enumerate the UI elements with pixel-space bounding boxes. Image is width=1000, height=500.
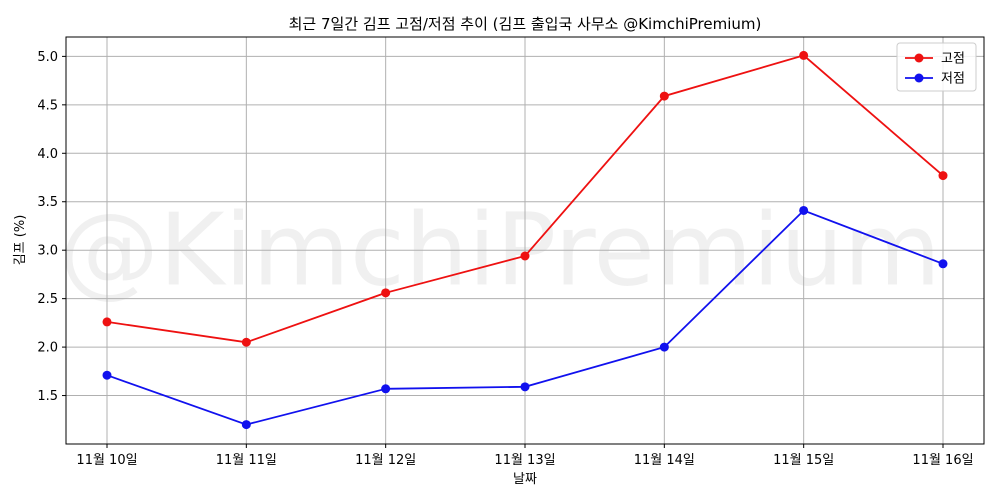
data-point — [381, 384, 391, 394]
y-axis-label: 김프 (%) — [13, 215, 28, 266]
y-tick-label: 4.5 — [37, 98, 58, 113]
data-point — [102, 370, 112, 380]
data-point — [381, 288, 391, 298]
data-point — [241, 337, 251, 347]
chart-title: 최근 7일간 김프 고점/저점 추이 (김프 출입국 사무소 @KimchiPr… — [289, 15, 762, 33]
x-tick-label: 11월 15일 — [773, 453, 834, 468]
x-tick-label: 11월 16일 — [912, 453, 973, 468]
x-tick-label: 11월 10일 — [76, 453, 137, 468]
data-point — [102, 317, 112, 327]
y-tick-label: 3.0 — [37, 244, 58, 259]
legend-label: 고점 — [941, 52, 965, 67]
data-point — [938, 259, 948, 269]
y-axis: 1.5 2.0 2.5 3.0 3.5 4.0 4.5 5.0 — [37, 50, 66, 404]
data-point — [241, 420, 251, 430]
x-tick-label: 11월 11일 — [216, 453, 277, 468]
y-tick-label: 3.5 — [37, 195, 58, 210]
series-group — [102, 50, 948, 430]
y-tick-label: 2.5 — [37, 292, 58, 307]
data-point — [799, 205, 809, 215]
x-axis-label: 날짜 — [513, 472, 537, 487]
legend-label: 저점 — [941, 72, 965, 87]
x-tick-label: 11월 13일 — [494, 453, 555, 468]
y-tick-label: 1.5 — [37, 389, 58, 404]
legend-swatch-marker — [914, 73, 924, 83]
x-tick-label: 11월 14일 — [634, 453, 695, 468]
y-tick-label: 2.0 — [37, 341, 58, 356]
data-point — [520, 251, 530, 261]
data-point — [659, 91, 669, 101]
legend-swatch-marker — [914, 53, 924, 63]
y-tick-label: 4.0 — [37, 147, 58, 162]
grid — [66, 37, 984, 444]
x-axis: 11월 10일 11월 11일 11월 12일 11월 13일 11월 14일 11월 1… — [76, 444, 974, 468]
x-tick-label: 11월 12일 — [355, 453, 416, 468]
data-point — [938, 171, 948, 181]
y-tick-label: 5.0 — [37, 50, 58, 65]
data-point — [659, 342, 669, 352]
data-point — [799, 50, 809, 60]
data-point — [520, 382, 530, 392]
